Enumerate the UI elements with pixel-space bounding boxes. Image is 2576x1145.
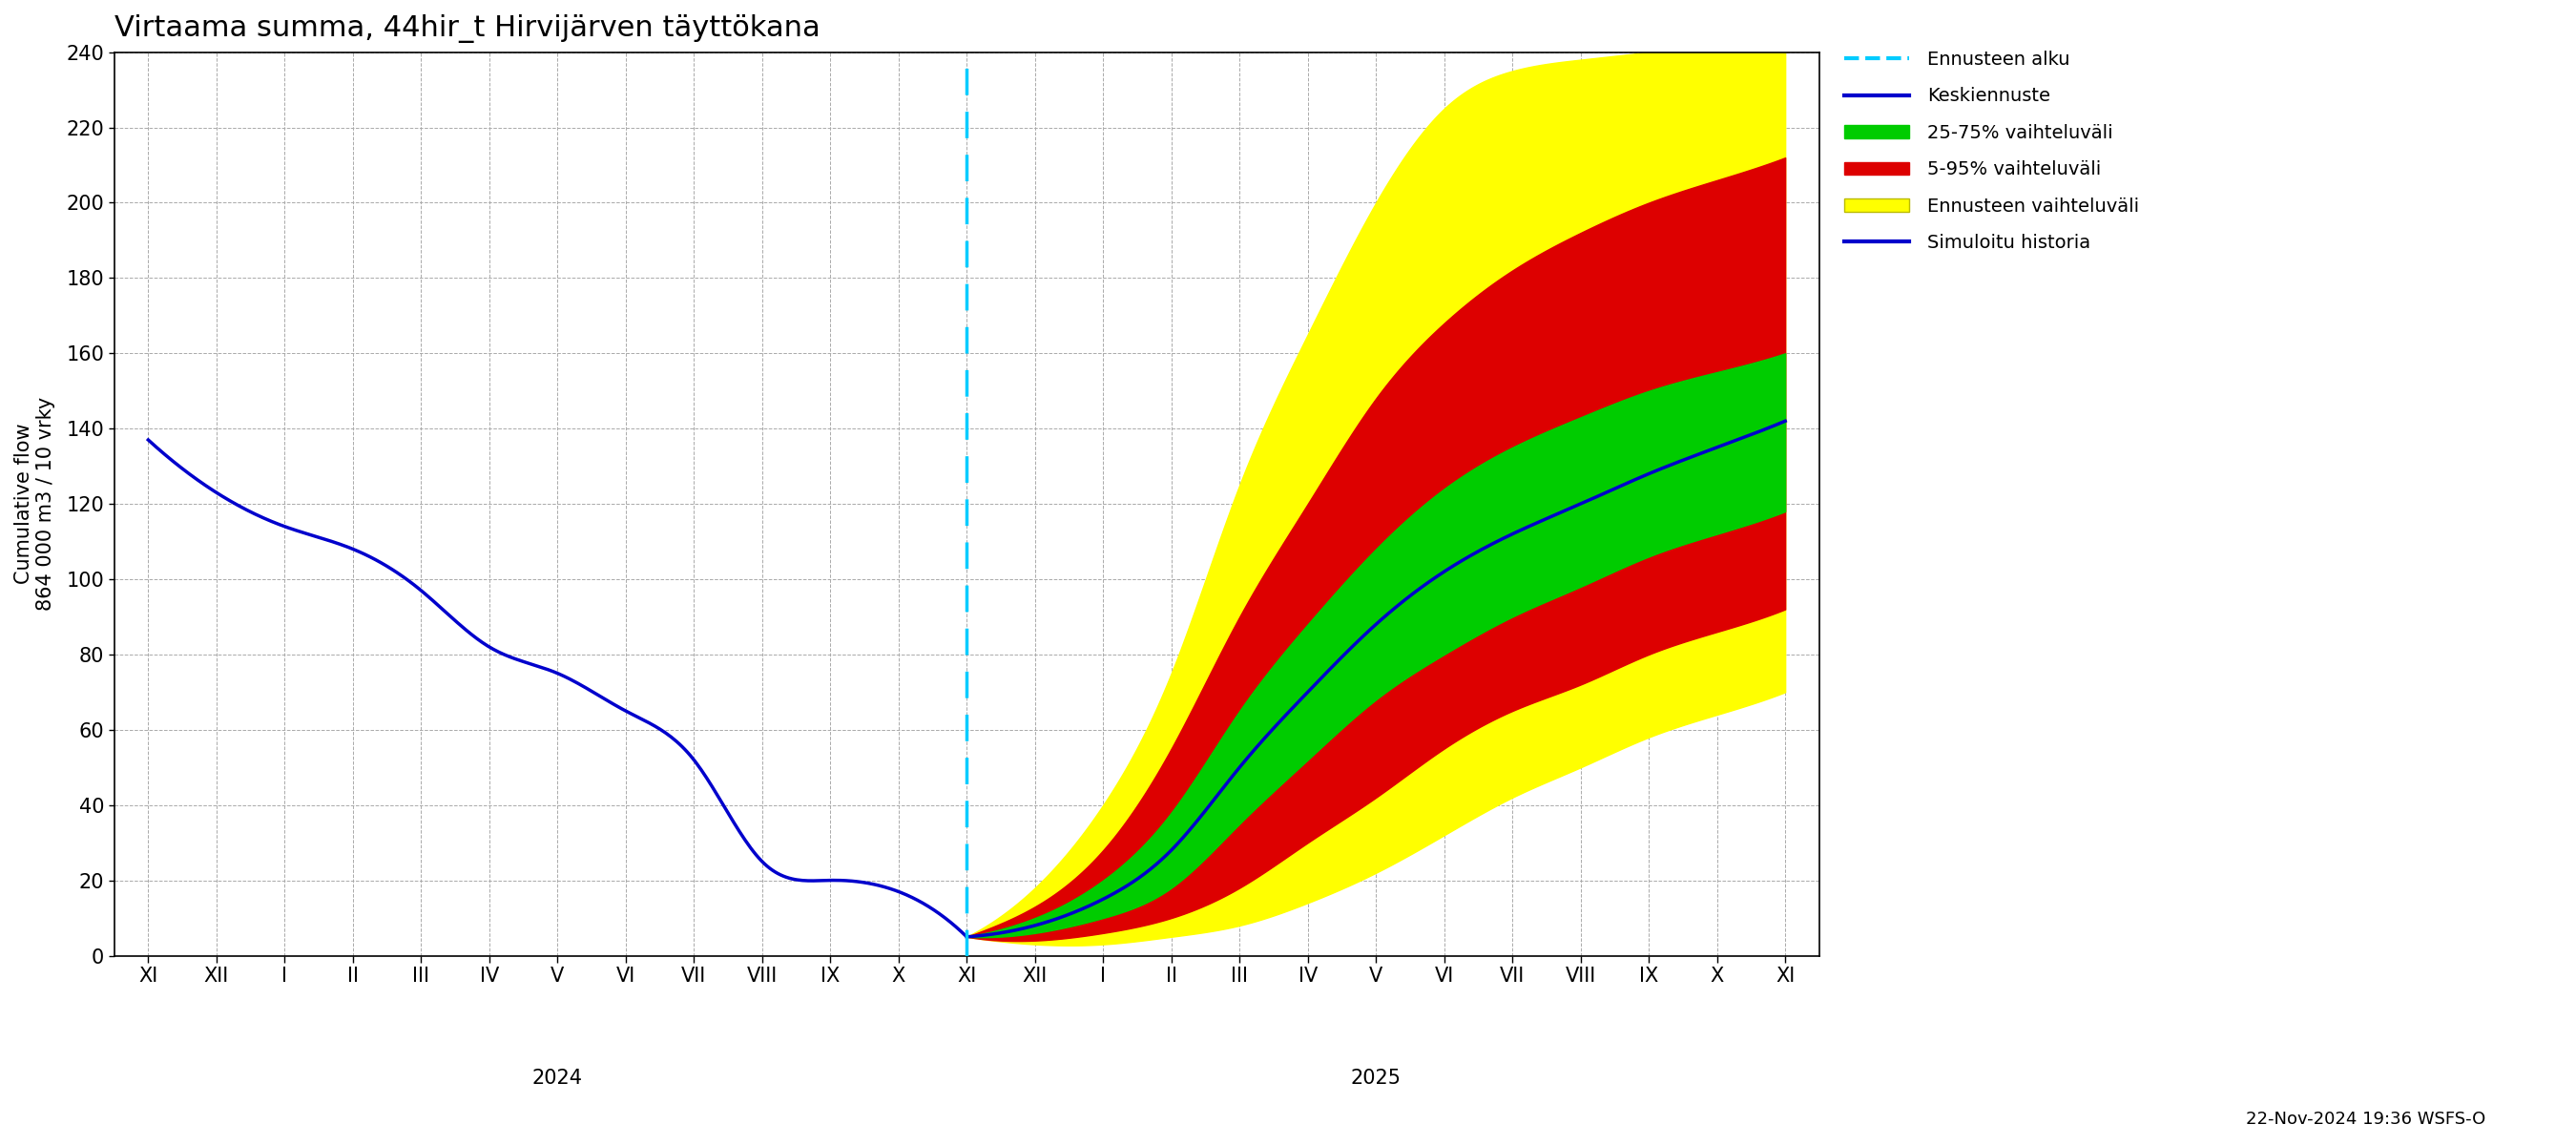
Y-axis label: Cumulative flow
864 000 m3 / 10 vrky: Cumulative flow 864 000 m3 / 10 vrky <box>15 397 57 611</box>
Text: Virtaama summa, 44hir_t Hirvijärven täyttökana: Virtaama summa, 44hir_t Hirvijärven täyt… <box>113 14 819 42</box>
Legend: Ennusteen alku, Keskiennuste, 25-75% vaihteluväli, 5-95% vaihteluväli, Ennusteen: Ennusteen alku, Keskiennuste, 25-75% vai… <box>1837 44 2146 260</box>
Text: 2024: 2024 <box>533 1068 582 1088</box>
Text: 22-Nov-2024 19:36 WSFS-O: 22-Nov-2024 19:36 WSFS-O <box>2246 1111 2486 1128</box>
Text: 2025: 2025 <box>1350 1068 1401 1088</box>
